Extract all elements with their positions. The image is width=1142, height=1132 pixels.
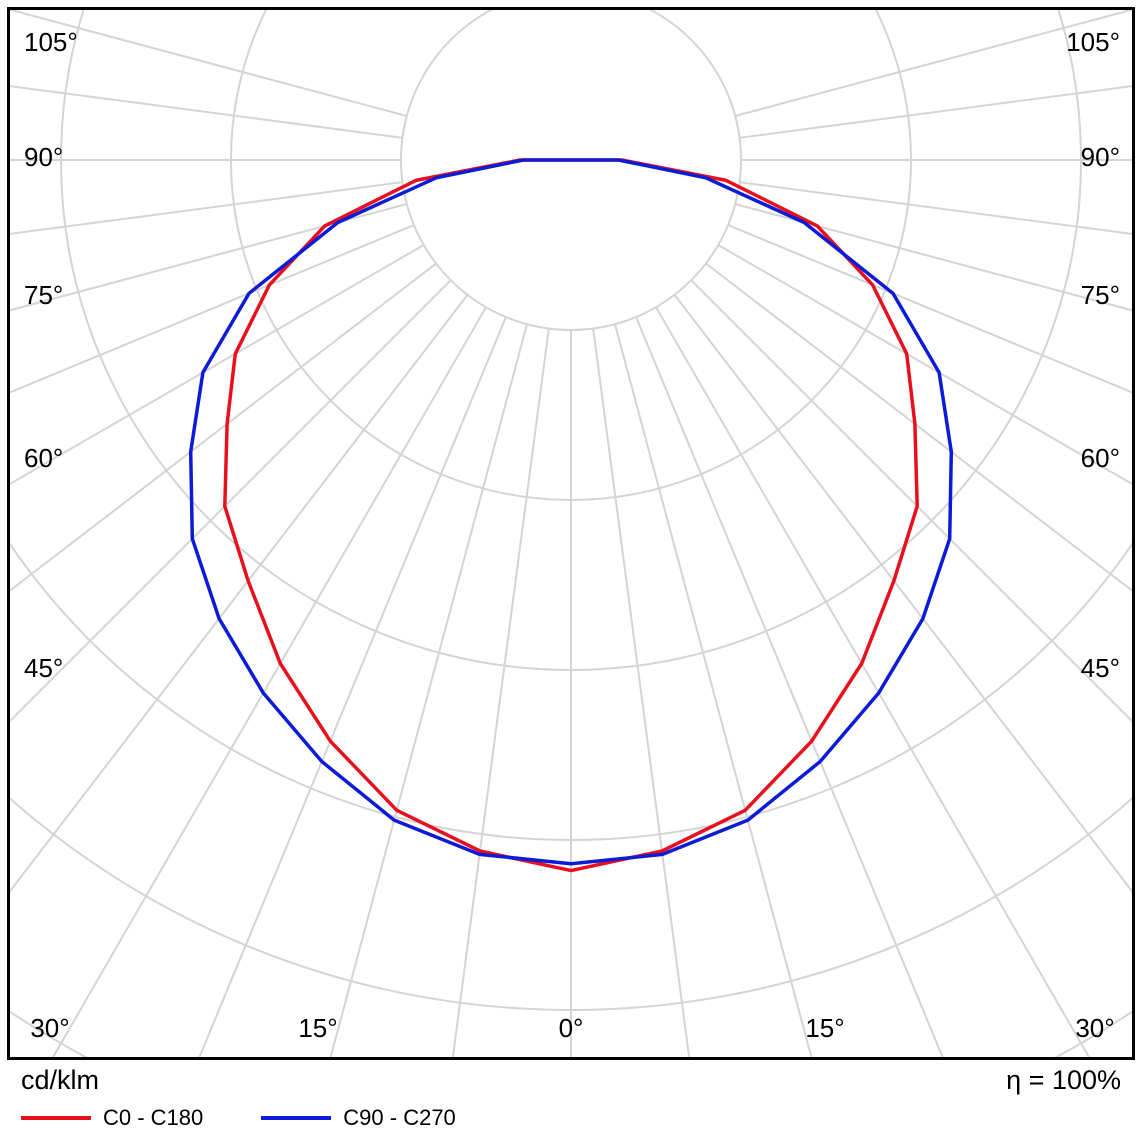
grid-spoke [614, 323, 813, 1057]
angle-label: 15° [298, 1013, 337, 1043]
angle-label: 90° [1081, 142, 1120, 172]
angle-label: 30° [30, 1013, 69, 1043]
legend-swatch-c90-c270 [261, 1116, 332, 1120]
grid-spoke [739, 181, 1132, 235]
polar-chart-frame: 105° 90° 75° 60° 45° 105° 90° 75° 60° 45° 30° 15° 0°… [7, 7, 1135, 1060]
angle-label: 15° [805, 1013, 844, 1043]
efficiency-label: η = 100% [1006, 1065, 1121, 1095]
legend-label-c0-c180: C0 - C180 [103, 1105, 204, 1130]
grid-spoke [198, 316, 507, 1057]
grid-spoke [10, 262, 437, 592]
angle-label: 45° [1081, 653, 1120, 683]
chart-footer: cd/klm η = 100% C0 - C180 C90 - C270 [7, 1063, 1135, 1131]
angle-label: 105° [1066, 27, 1120, 57]
angle-label: 60° [1081, 443, 1120, 473]
angle-label: 30° [1075, 1013, 1114, 1043]
grid-spoke [592, 328, 691, 1057]
footer-top-row: cd/klm η = 100% [7, 1063, 1135, 1096]
grid-spoke [329, 323, 528, 1057]
grid-spoke [10, 85, 403, 139]
angle-label: 105° [24, 27, 78, 57]
grid-spoke [51, 306, 487, 1057]
grid-spoke [10, 224, 415, 394]
grid-spoke [734, 10, 1132, 117]
grid-ring [400, 10, 742, 331]
polar-chart: 105° 90° 75° 60° 45° 105° 90° 75° 60° 45° 30° 15° 0°… [10, 10, 1132, 1057]
grid-spoke [10, 203, 408, 312]
grid-spoke [690, 279, 1132, 723]
angle-label: 0° [559, 1013, 584, 1043]
grid-spoke [10, 279, 452, 723]
angle-label: 75° [1081, 280, 1120, 310]
grid-spoke [10, 244, 425, 486]
grid-spoke [10, 294, 469, 893]
grid-spoke [705, 262, 1132, 592]
grid-spoke [727, 224, 1132, 394]
grid-spoke [739, 85, 1132, 139]
grid-spoke [734, 203, 1132, 312]
legend-swatch-c0-c180 [21, 1116, 91, 1120]
grid-spoke [10, 181, 403, 235]
grid-spoke [655, 306, 1091, 1057]
grid-spoke [635, 316, 944, 1057]
grid-spoke [451, 328, 550, 1057]
curve-c90-c270 [188, 158, 954, 866]
angle-label: 60° [24, 443, 63, 473]
grid-spoke [10, 10, 408, 117]
grid-spoke [717, 244, 1132, 486]
angle-label: 90° [24, 142, 63, 172]
legend: C0 - C180 C90 - C270 [7, 1096, 1135, 1131]
legend-label-c90-c270: C90 - C270 [343, 1105, 456, 1130]
angle-label: 75° [24, 280, 63, 310]
units-label: cd/klm [21, 1065, 100, 1095]
angle-label: 45° [24, 653, 63, 683]
grid-spoke [673, 294, 1132, 893]
